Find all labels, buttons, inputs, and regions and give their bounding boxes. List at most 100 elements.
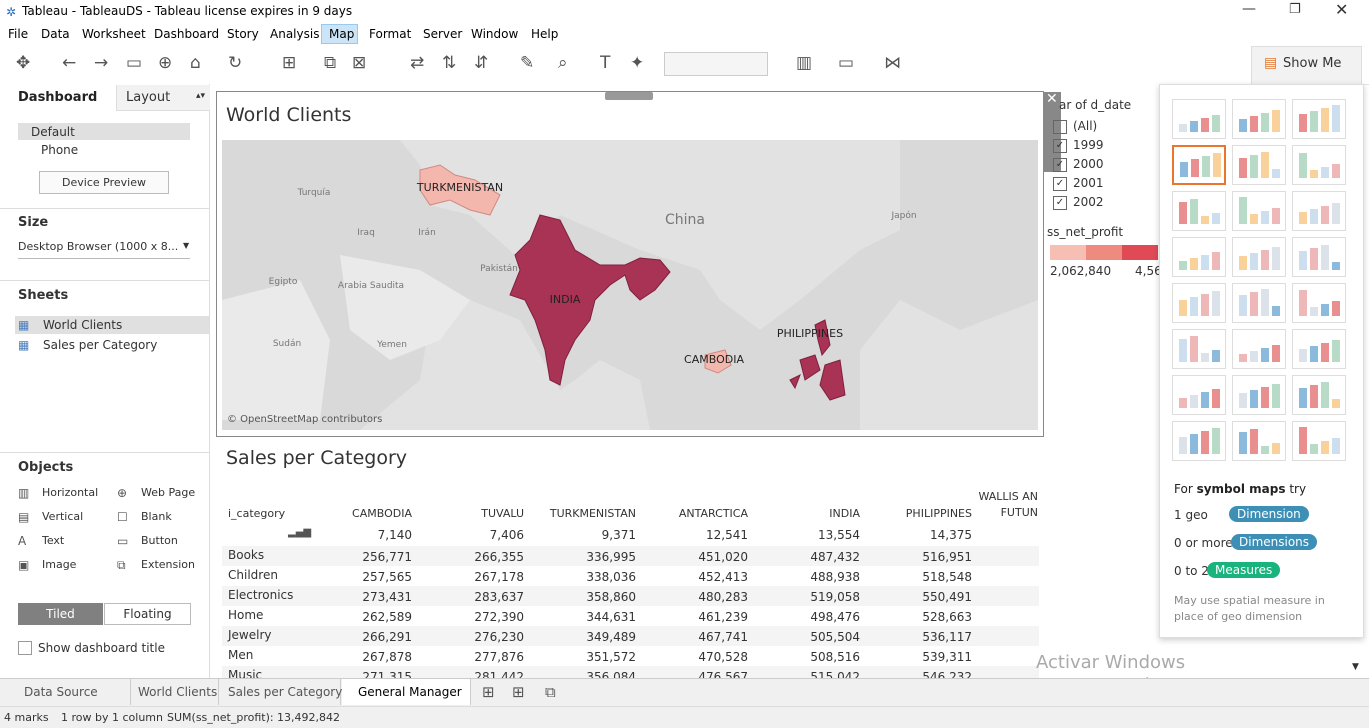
country-india[interactable] — [509, 214, 671, 386]
checkbox[interactable] — [1053, 120, 1067, 134]
chart-thumb[interactable] — [1172, 421, 1226, 461]
drag-handle[interactable] — [605, 92, 653, 100]
sheet-tab-label[interactable]: World Clients — [138, 685, 218, 699]
checkbox[interactable]: ✓ — [1053, 177, 1067, 191]
zone-close[interactable]: ✕ — [1046, 91, 1058, 107]
chart-thumb[interactable] — [1232, 99, 1286, 139]
object-item[interactable]: Vertical — [42, 510, 84, 523]
filter-option[interactable]: (All) — [1073, 119, 1098, 133]
toolbar-icon[interactable]: ⧉ — [324, 53, 337, 73]
filter-option[interactable]: 2000 — [1073, 157, 1104, 171]
show-me-label[interactable]: Show Me — [1283, 56, 1342, 71]
sheet-item[interactable]: World Clients — [43, 318, 123, 332]
menu-item[interactable]: Story — [227, 27, 259, 41]
floating-button[interactable]: Floating — [104, 603, 191, 625]
country-turkmenistan[interactable] — [419, 164, 501, 216]
chart-thumb[interactable] — [1292, 329, 1346, 369]
maximize[interactable]: ❐ — [1289, 2, 1301, 17]
new-tab-icon[interactable]: ⊞ — [482, 683, 495, 701]
close[interactable]: ✕ — [1335, 0, 1349, 19]
chart-thumb[interactable] — [1172, 375, 1226, 415]
sidebar-tab[interactable]: Dashboard — [18, 90, 98, 105]
chart-thumb[interactable] — [1232, 191, 1286, 231]
object-item[interactable]: Web Page — [141, 486, 196, 499]
size-select[interactable]: Desktop Browser (1000 x 8... — [18, 240, 179, 253]
chart-thumb[interactable] — [1172, 99, 1226, 139]
toolbar-icon[interactable]: ✦ — [630, 53, 645, 73]
toolbar-icon[interactable]: ⇄ — [410, 53, 425, 73]
toolbar-icon[interactable]: ▥ — [796, 53, 813, 73]
object-item[interactable]: Blank — [141, 510, 172, 523]
menu-item[interactable]: Format — [369, 27, 412, 41]
toolbar-icon[interactable]: T — [600, 53, 611, 73]
toolbar-icon[interactable]: ↻ — [228, 53, 243, 73]
menu-item[interactable]: File — [8, 27, 29, 41]
menu-item[interactable]: Help — [531, 27, 559, 41]
chart-thumb[interactable] — [1172, 329, 1226, 369]
sheet-tab-label[interactable]: General Manager — [358, 685, 462, 699]
object-item[interactable]: Image — [42, 558, 77, 571]
sheet-tab-label[interactable]: Data Source — [24, 685, 98, 699]
sheet-item[interactable]: Sales per Category — [43, 338, 158, 352]
device[interactable]: Default — [31, 125, 75, 139]
chart-thumb[interactable] — [1172, 237, 1226, 277]
menu-item[interactable]: Window — [471, 27, 519, 41]
filter-option[interactable]: 1999 — [1073, 138, 1104, 152]
sheet-tab-label[interactable]: Sales per Category — [228, 685, 343, 699]
chart-thumb[interactable] — [1232, 421, 1286, 461]
minimize[interactable]: — — [1242, 1, 1256, 17]
chart-thumb[interactable] — [1292, 375, 1346, 415]
object-item[interactable]: Extension — [141, 558, 196, 571]
sheet-tab[interactable] — [220, 679, 341, 705]
sheet-tab[interactable] — [8, 679, 131, 705]
toolbar-icon[interactable]: ▭ — [126, 53, 143, 73]
chart-thumb[interactable] — [1292, 99, 1346, 139]
menu-item[interactable]: Map — [329, 27, 355, 41]
device[interactable]: Phone — [41, 143, 79, 157]
chart-thumb[interactable] — [1292, 421, 1346, 461]
chart-thumb[interactable] — [1292, 145, 1346, 185]
chart-thumb[interactable] — [1232, 283, 1286, 323]
checkbox[interactable]: ✓ — [1053, 139, 1067, 153]
toolbar-icon[interactable]: ✥ — [16, 53, 31, 73]
new-tab-icon[interactable]: ⊞ — [512, 683, 525, 701]
toolbar-icon[interactable]: ✎ — [520, 53, 535, 73]
menu-item[interactable]: Worksheet — [82, 27, 146, 41]
menu-item[interactable]: Dashboard — [154, 27, 220, 41]
sheet-tab[interactable] — [130, 679, 219, 705]
toolbar-icon[interactable]: ⇅ — [442, 53, 457, 73]
checkbox[interactable] — [18, 641, 32, 655]
chart-thumb[interactable] — [1232, 237, 1286, 277]
country-philippines[interactable] — [789, 319, 846, 401]
chart-thumb[interactable] — [1172, 145, 1226, 185]
scroll-arrow[interactable]: ▼ — [1352, 662, 1359, 672]
chart-thumb[interactable] — [1292, 237, 1346, 277]
show-title-label[interactable]: Show dashboard title — [38, 641, 165, 655]
toolbar-icon[interactable]: ⋈ — [884, 53, 901, 73]
menu-item[interactable]: Data — [41, 27, 70, 41]
chart-thumb[interactable] — [1172, 283, 1226, 323]
chart-thumb[interactable] — [1232, 375, 1286, 415]
filter-option[interactable]: 2002 — [1073, 195, 1104, 209]
country-cambodia[interactable] — [704, 349, 732, 374]
device-preview-button[interactable]: Device Preview — [39, 171, 169, 194]
object-item[interactable]: Button — [141, 534, 178, 547]
checkbox[interactable]: ✓ — [1053, 196, 1067, 210]
object-item[interactable]: Horizontal — [42, 486, 99, 499]
toolbar-icon[interactable]: ⇵ — [474, 53, 489, 73]
toolbar-icon[interactable]: ⊕ — [158, 53, 173, 73]
toolbar-icon[interactable]: ⌕ — [558, 53, 568, 73]
toolbar-icon[interactable]: ⊠ — [352, 53, 367, 73]
toolbar-icon[interactable]: ⌂ — [190, 53, 201, 73]
menu-item[interactable]: Server — [423, 27, 463, 41]
toolbar-dropdown[interactable] — [664, 52, 768, 76]
filter-option[interactable]: 2001 — [1073, 176, 1104, 190]
toolbar-icon[interactable]: ⊞ — [282, 53, 297, 73]
tiled-button[interactable]: Tiled — [18, 603, 103, 625]
chart-thumb[interactable] — [1172, 191, 1226, 231]
checkbox[interactable]: ✓ — [1053, 158, 1067, 172]
menu-item[interactable]: Analysis — [270, 27, 320, 41]
new-tab-icon[interactable]: ⧉ — [545, 683, 556, 701]
toolbar-icon[interactable]: → — [94, 53, 109, 73]
chart-thumb[interactable] — [1232, 145, 1286, 185]
